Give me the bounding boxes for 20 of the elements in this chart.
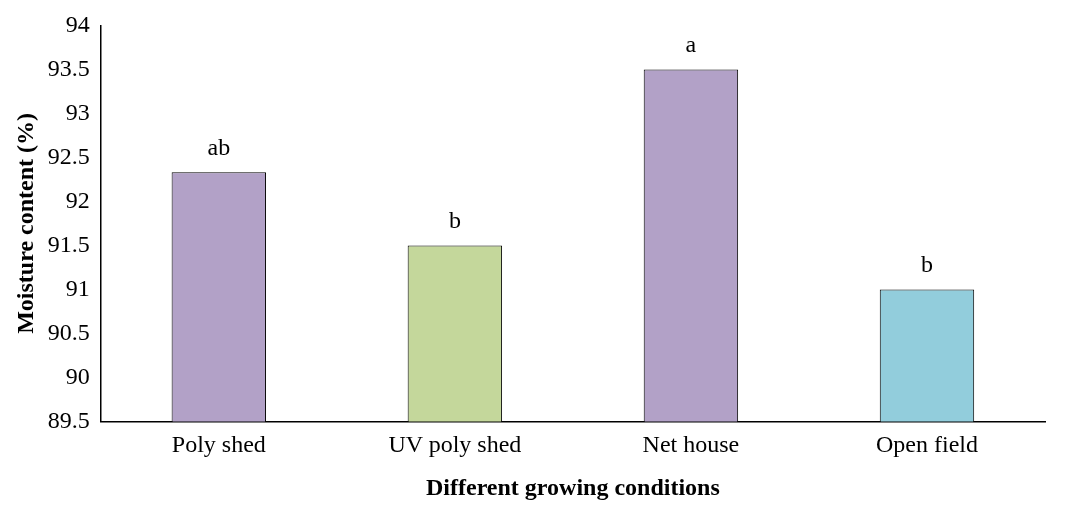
y-tick-label: 93.5	[47, 54, 90, 81]
annotation: b	[920, 250, 933, 277]
x-tick-label: Open field	[875, 431, 978, 458]
y-tick-label: 94	[65, 10, 90, 37]
annotation: a	[685, 30, 697, 57]
y-tick-label: 91.5	[47, 230, 90, 257]
y-tick-label: 90	[65, 362, 90, 389]
y-tick-label: 90.5	[47, 318, 90, 345]
y-tick-label: 92.5	[47, 142, 90, 169]
y-tick-label: 92	[65, 186, 90, 213]
y-tick-label: 89.5	[47, 406, 90, 433]
x-axis-title: Different growing conditions	[426, 473, 720, 500]
y-axis-title: Moisture content (%)	[11, 112, 38, 334]
x-tick-label: Poly shed	[171, 431, 266, 458]
annotation: b	[448, 206, 461, 233]
y-tick-label: 93	[65, 98, 90, 125]
x-tick-label: UV poly shed	[388, 431, 522, 458]
annotation: ab	[207, 133, 231, 160]
x-tick-label: Net house	[642, 431, 740, 458]
y-tick-label: 91	[65, 274, 90, 301]
